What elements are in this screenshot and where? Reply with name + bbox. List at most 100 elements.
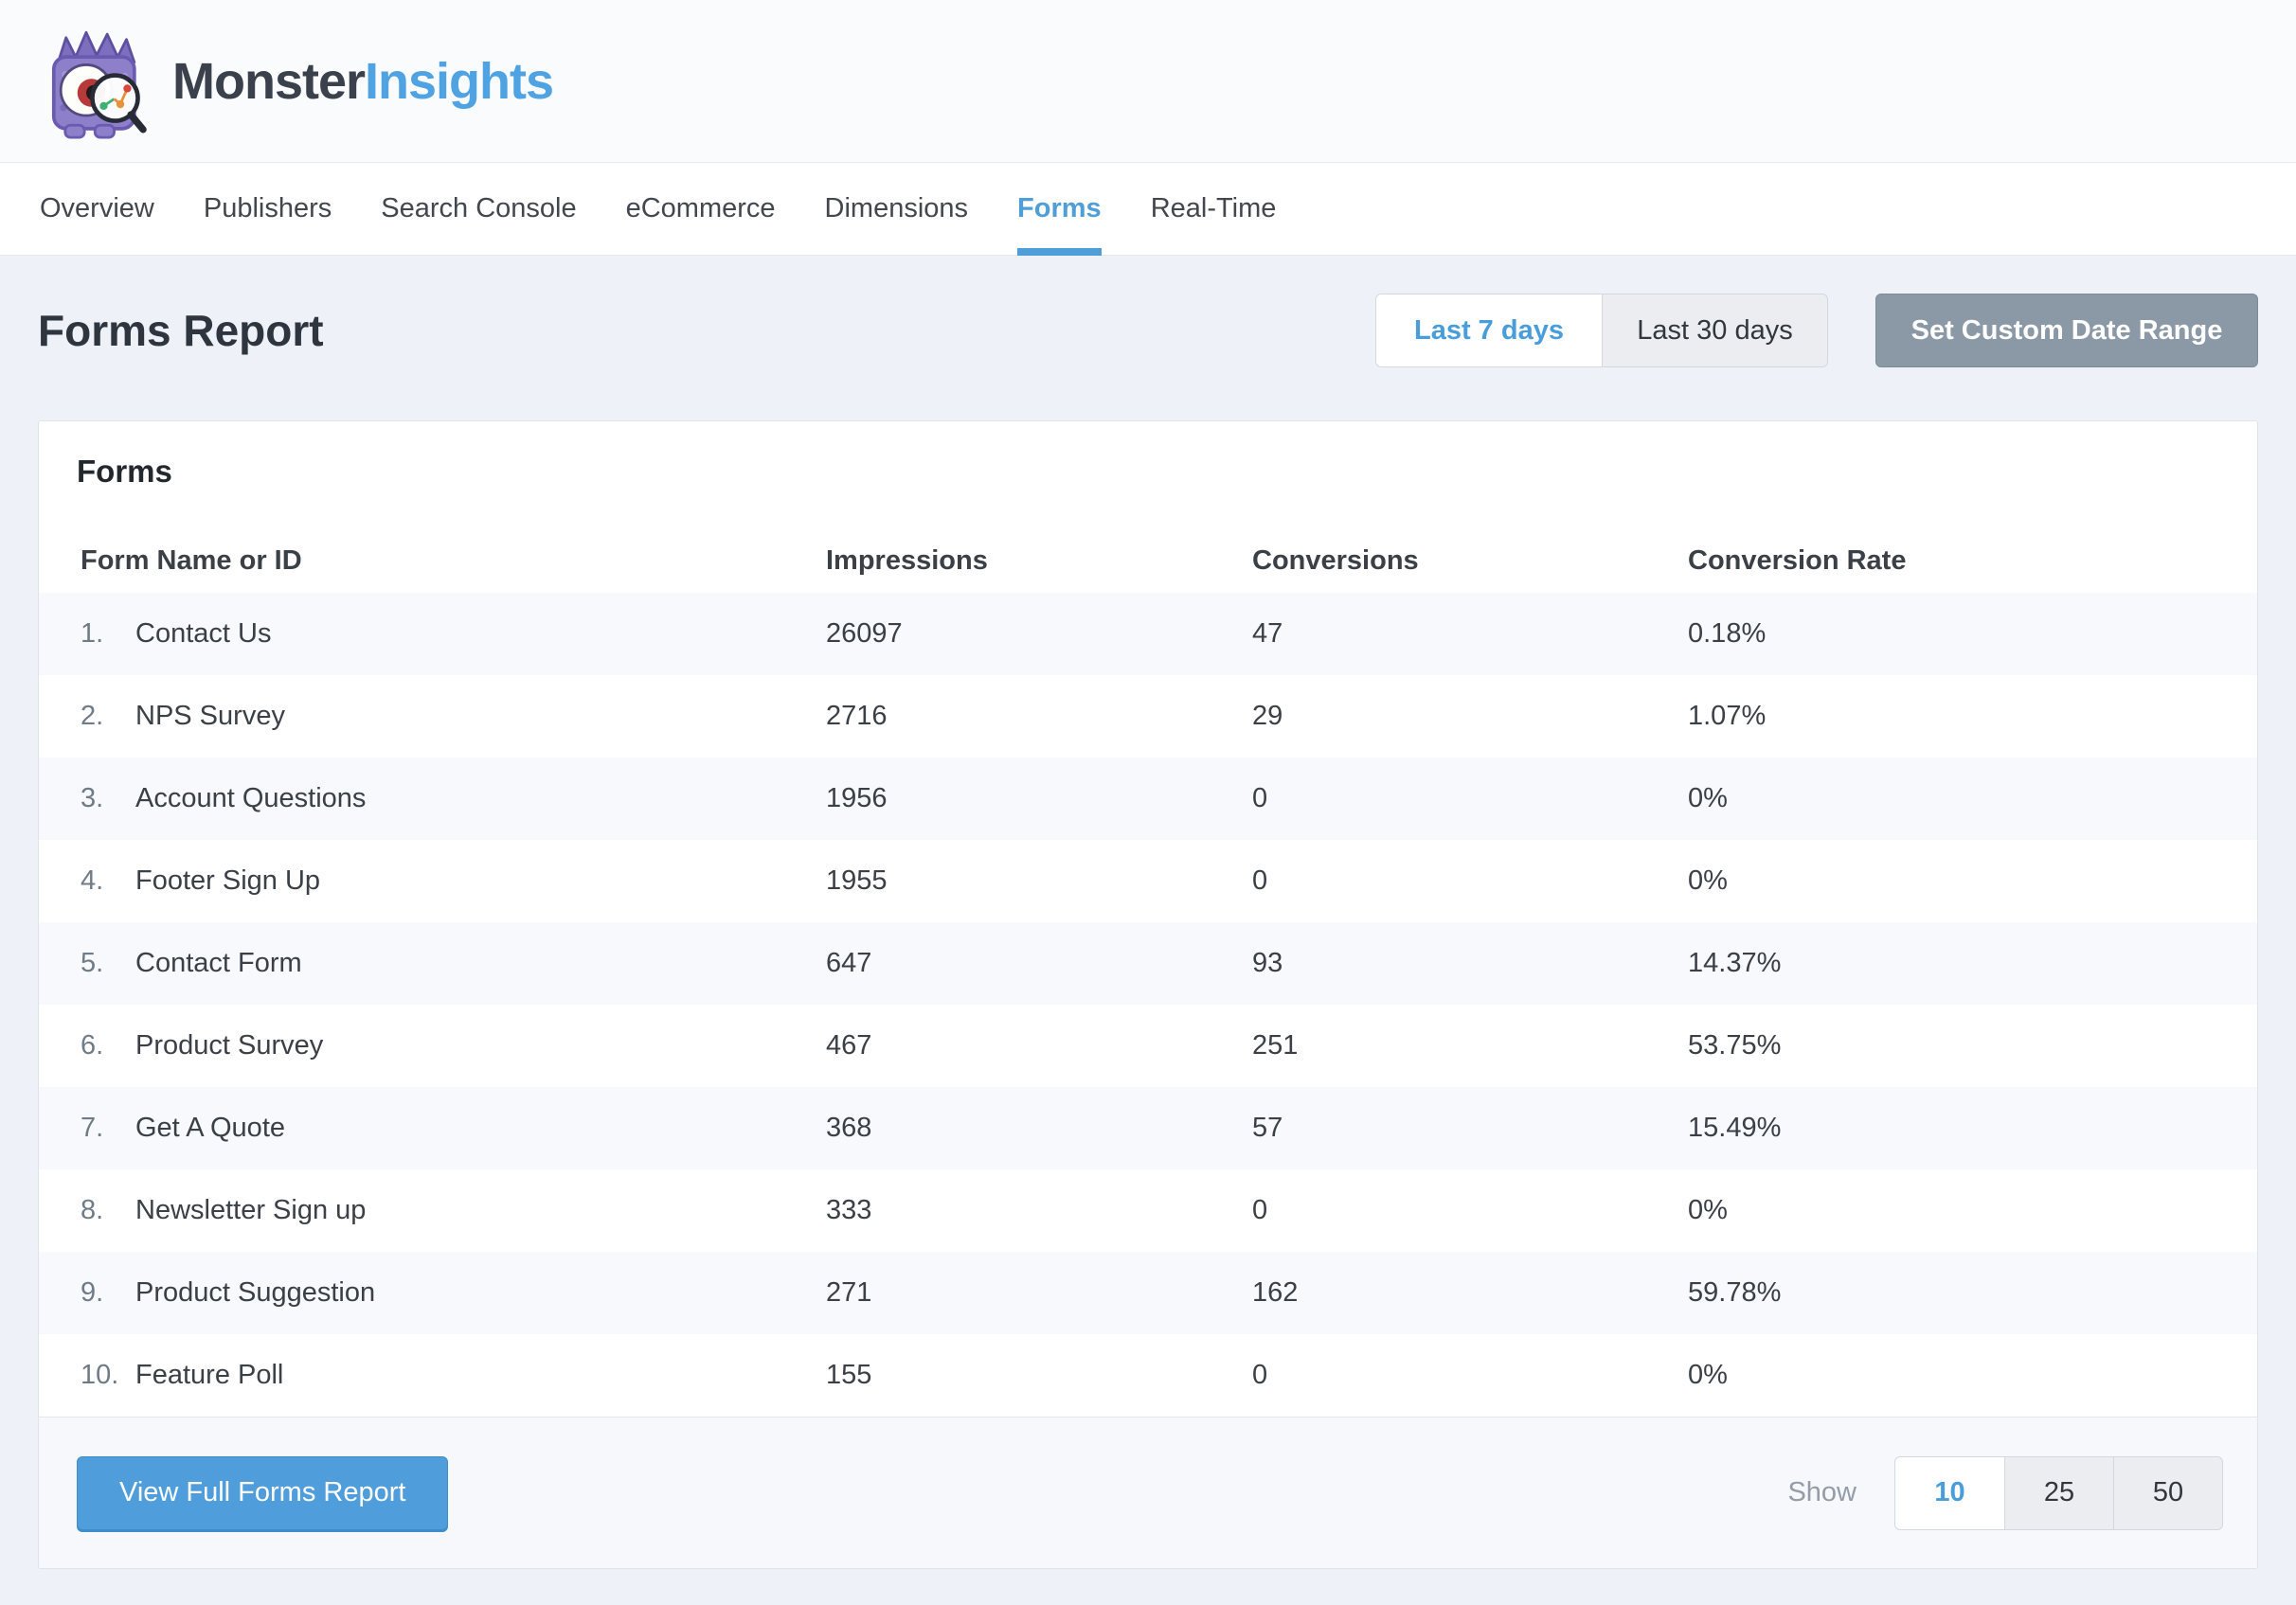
row-conversion-rate: 0% xyxy=(1688,865,1728,896)
forms-card-header: Forms xyxy=(39,421,2257,529)
monster-magnifier-icon xyxy=(51,30,147,139)
row-conversion-rate: 0% xyxy=(1688,783,1728,813)
page-size-toggle: 10 25 50 xyxy=(1894,1455,2223,1530)
last-30-days-button[interactable]: Last 30 days xyxy=(1602,294,1827,366)
row-conversion-rate: 0% xyxy=(1688,1195,1728,1225)
row-conversions: 0 xyxy=(1252,1195,1268,1225)
last-7-days-label: Last 7 days xyxy=(1414,314,1564,346)
row-name: Feature Poll xyxy=(135,1360,284,1390)
tab-publishers[interactable]: Publishers xyxy=(204,163,332,256)
column-header-conversions: Conversions xyxy=(1252,545,1419,576)
last-7-days-button[interactable]: Last 7 days xyxy=(1376,294,1602,366)
view-full-forms-report-label: View Full Forms Report xyxy=(119,1477,406,1507)
title-row: Forms Report Last 7 days Last 30 days Se… xyxy=(38,294,2258,367)
row-name: Account Questions xyxy=(135,783,367,813)
tab-real-time[interactable]: Real-Time xyxy=(1151,163,1277,256)
row-index: 10. xyxy=(81,1360,119,1390)
row-index: 5. xyxy=(81,948,104,978)
row-conversion-rate: 53.75% xyxy=(1688,1030,1782,1061)
page-size-10-label: 10 xyxy=(1934,1477,1965,1507)
row-impressions: 647 xyxy=(826,948,872,978)
row-index: 1. xyxy=(81,618,104,649)
table-row: 2. NPS Survey 2716 29 1.07% xyxy=(39,675,2257,758)
set-custom-date-range-label: Set Custom Date Range xyxy=(1910,314,2223,346)
tab-real-time-label: Real-Time xyxy=(1150,193,1277,223)
row-impressions: 26097 xyxy=(826,618,903,649)
table-row: 6. Product Survey 467 251 53.75% xyxy=(39,1005,2257,1087)
row-index: 6. xyxy=(81,1030,104,1061)
row-conversions: 47 xyxy=(1252,618,1283,649)
set-custom-date-range-button[interactable]: Set Custom Date Range xyxy=(1875,294,2258,367)
brand-name-insights: Insights xyxy=(365,52,554,110)
tab-dimensions[interactable]: Dimensions xyxy=(825,163,969,256)
page-size-controls: Show 10 25 50 xyxy=(1787,1455,2223,1530)
row-name: NPS Survey xyxy=(135,701,285,731)
row-conversion-rate: 14.37% xyxy=(1688,948,1782,978)
row-conversion-rate: 0% xyxy=(1688,1360,1728,1390)
table-row: 10. Feature Poll 155 0 0% xyxy=(39,1334,2257,1417)
tab-search-console[interactable]: Search Console xyxy=(381,163,576,256)
row-conversions: 0 xyxy=(1252,865,1268,896)
row-index: 2. xyxy=(81,701,104,731)
row-impressions: 333 xyxy=(826,1195,872,1225)
row-index: 4. xyxy=(81,865,104,896)
table-row: 9. Product Suggestion 271 162 59.78% xyxy=(39,1252,2257,1334)
brand-name: MonsterInsights xyxy=(172,52,554,111)
main-nav: Overview Publishers Search Console eComm… xyxy=(0,163,2296,256)
row-conversions: 29 xyxy=(1252,701,1283,731)
row-name: Newsletter Sign up xyxy=(135,1195,367,1225)
row-index: 8. xyxy=(81,1195,104,1225)
row-conversions: 0 xyxy=(1252,1360,1268,1390)
monsterinsights-logo: MonsterInsights xyxy=(40,24,554,139)
row-conversions: 93 xyxy=(1252,948,1283,978)
tab-overview[interactable]: Overview xyxy=(40,163,154,256)
row-conversion-rate: 1.07% xyxy=(1688,701,1767,731)
top-header: MonsterInsights xyxy=(0,0,2296,163)
table-row: 8. Newsletter Sign up 333 0 0% xyxy=(39,1169,2257,1252)
row-conversions: 0 xyxy=(1252,783,1268,813)
row-impressions: 155 xyxy=(826,1360,872,1390)
page-title: Forms Report xyxy=(38,306,324,355)
table-row: 3. Account Questions 1956 0 0% xyxy=(39,758,2257,840)
row-impressions: 368 xyxy=(826,1113,872,1143)
show-label: Show xyxy=(1787,1477,1857,1507)
date-range-controls: Last 7 days Last 30 days Set Custom Date… xyxy=(1375,294,2258,367)
tab-forms-label: Forms xyxy=(1017,193,1102,223)
page-size-50-button[interactable]: 50 xyxy=(2113,1456,2222,1529)
row-conversions: 57 xyxy=(1252,1113,1283,1143)
row-index: 3. xyxy=(81,783,104,813)
tab-overview-label: Overview xyxy=(40,193,154,223)
active-tab-underline xyxy=(1017,247,1102,256)
page-size-25-button[interactable]: 25 xyxy=(2004,1456,2113,1529)
forms-card-title: Forms xyxy=(77,454,172,489)
tab-forms[interactable]: Forms xyxy=(1017,163,1102,256)
row-impressions: 1956 xyxy=(826,783,888,813)
row-impressions: 1955 xyxy=(826,865,888,896)
date-range-toggle: Last 7 days Last 30 days xyxy=(1375,294,1828,367)
row-conversion-rate: 0.18% xyxy=(1688,618,1767,649)
row-index: 9. xyxy=(81,1277,104,1308)
page-size-50-label: 50 xyxy=(2152,1477,2184,1507)
table-row: 4. Footer Sign Up 1955 0 0% xyxy=(39,840,2257,922)
row-conversion-rate: 15.49% xyxy=(1688,1113,1782,1143)
card-footer: View Full Forms Report Show 10 25 50 xyxy=(39,1417,2257,1568)
table-row: 7. Get A Quote 368 57 15.49% xyxy=(39,1087,2257,1169)
row-conversions: 162 xyxy=(1252,1277,1299,1308)
row-name: Product Survey xyxy=(135,1030,324,1061)
tab-ecommerce[interactable]: eCommerce xyxy=(626,163,776,256)
row-name: Get A Quote xyxy=(135,1113,285,1143)
forms-card: Forms Form Name or ID Impressions Conver… xyxy=(38,420,2258,1569)
column-header-conversion-rate: Conversion Rate xyxy=(1688,545,1907,576)
column-header-impressions: Impressions xyxy=(826,545,988,576)
table-row: 1. Contact Us 26097 47 0.18% xyxy=(39,593,2257,675)
tab-dimensions-label: Dimensions xyxy=(824,193,969,223)
page-size-10-button[interactable]: 10 xyxy=(1895,1456,2004,1529)
view-full-forms-report-button[interactable]: View Full Forms Report xyxy=(77,1455,449,1530)
table-header-row: Form Name or ID Impressions Conversions … xyxy=(39,529,2257,593)
content-area: Forms Report Last 7 days Last 30 days Se… xyxy=(0,256,2296,1569)
column-header-form-name: Form Name or ID xyxy=(81,545,302,576)
row-impressions: 271 xyxy=(826,1277,872,1308)
brand-name-monster: Monster xyxy=(172,52,366,110)
row-impressions: 2716 xyxy=(826,701,888,731)
row-name: Contact Us xyxy=(135,618,272,649)
